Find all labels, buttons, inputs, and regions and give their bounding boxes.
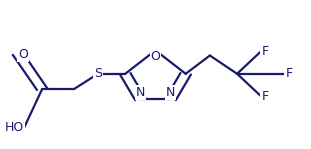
Text: HO: HO — [5, 121, 24, 134]
Text: HO: HO — [5, 121, 24, 134]
Text: S: S — [94, 67, 102, 80]
Text: N: N — [166, 86, 175, 99]
Text: F: F — [285, 67, 293, 80]
Text: F: F — [261, 45, 268, 58]
Text: N: N — [136, 86, 145, 99]
Text: O: O — [151, 50, 160, 63]
Text: O: O — [18, 48, 28, 60]
Text: F: F — [261, 90, 268, 103]
